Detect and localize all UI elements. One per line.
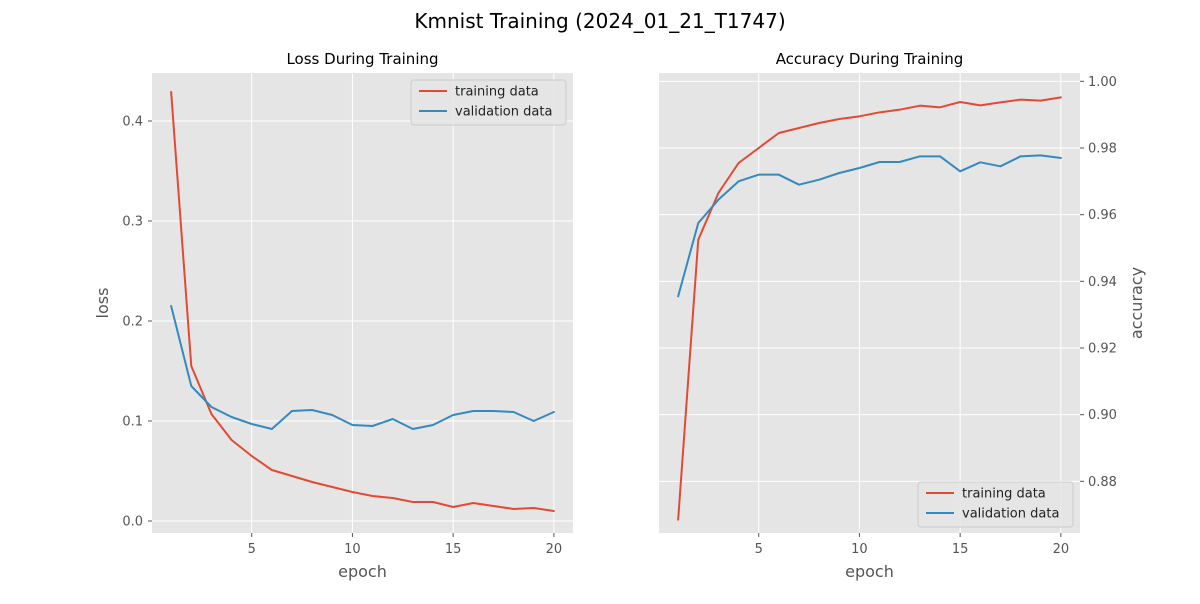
accuracy-ticks: 5 10 15 20 0.88 0.90 0.92 0.94 0.96 0.98 1.00 xyxy=(755,75,1117,557)
accuracy-chart-title: Accuracy During Training xyxy=(776,50,964,68)
accuracy-legend-frame xyxy=(917,481,1074,528)
accuracy-series-lines xyxy=(677,96,1062,521)
accuracy-y-axis-label: accuracy xyxy=(1127,267,1146,339)
loss-series-training-line xyxy=(170,91,555,512)
accuracy-y-tick-label: 0.96 xyxy=(1088,208,1117,223)
figure-title: Kmnist Training (2024_01_21_T1747) xyxy=(414,9,785,33)
accuracy-y-tick-label: 0.98 xyxy=(1088,142,1117,157)
accuracy-chart-panel: 5 10 15 20 0.88 0.90 0.92 0.94 0.96 0.98 1.00 Accu… xyxy=(659,50,1146,581)
loss-series-validation-line xyxy=(170,305,555,430)
accuracy-x-tick-label: 20 xyxy=(1053,542,1070,557)
loss-legend-validation-label: validation data xyxy=(455,105,552,120)
accuracy-y-tick-label: 0.88 xyxy=(1088,475,1117,490)
loss-y-tick-label: 0.1 xyxy=(122,415,143,430)
loss-x-tick-label: 20 xyxy=(546,542,563,557)
accuracy-grid xyxy=(659,73,1080,533)
loss-y-tick-label: 0.2 xyxy=(122,315,143,330)
accuracy-x-tick-label: 5 xyxy=(755,542,763,557)
loss-grid xyxy=(152,73,573,533)
loss-x-tick-label: 5 xyxy=(248,542,256,557)
accuracy-legend-validation-label: validation data xyxy=(962,507,1059,522)
accuracy-y-tick-label: 0.90 xyxy=(1088,408,1117,423)
loss-legend-frame xyxy=(410,79,567,126)
loss-y-tick-label: 0.0 xyxy=(122,515,143,530)
loss-legend: training data validation data xyxy=(410,79,567,126)
loss-x-tick-label: 15 xyxy=(445,542,462,557)
loss-chart-panel: 5 10 15 20 0.0 0.1 0.2 0.3 0.4 Loss During Train… xyxy=(93,50,573,581)
accuracy-y-tick-label: 1.00 xyxy=(1088,75,1117,90)
loss-legend-training-label: training data xyxy=(455,85,539,100)
accuracy-y-tick-label: 0.92 xyxy=(1088,342,1117,357)
accuracy-series-training-line xyxy=(677,96,1062,521)
accuracy-legend-training-label: training data xyxy=(962,487,1046,502)
accuracy-plot-area xyxy=(659,73,1080,533)
loss-y-tick-label: 0.4 xyxy=(122,115,143,130)
loss-series-lines xyxy=(170,91,555,512)
loss-y-tick-label: 0.3 xyxy=(122,215,143,230)
accuracy-legend: training data validation data xyxy=(917,481,1074,528)
accuracy-y-tick-label: 0.94 xyxy=(1088,275,1117,290)
loss-y-axis-label: loss xyxy=(93,288,112,319)
accuracy-x-tick-label: 15 xyxy=(952,542,969,557)
loss-x-tick-label: 10 xyxy=(344,542,361,557)
loss-chart-title: Loss During Training xyxy=(286,50,438,68)
loss-x-axis-label: epoch xyxy=(338,562,387,581)
loss-plot-area xyxy=(152,73,573,533)
accuracy-x-axis-label: epoch xyxy=(845,562,894,581)
loss-ticks: 5 10 15 20 0.0 0.1 0.2 0.3 0.4 xyxy=(122,115,562,558)
accuracy-x-tick-label: 10 xyxy=(851,542,868,557)
accuracy-series-validation-line xyxy=(677,154,1062,298)
